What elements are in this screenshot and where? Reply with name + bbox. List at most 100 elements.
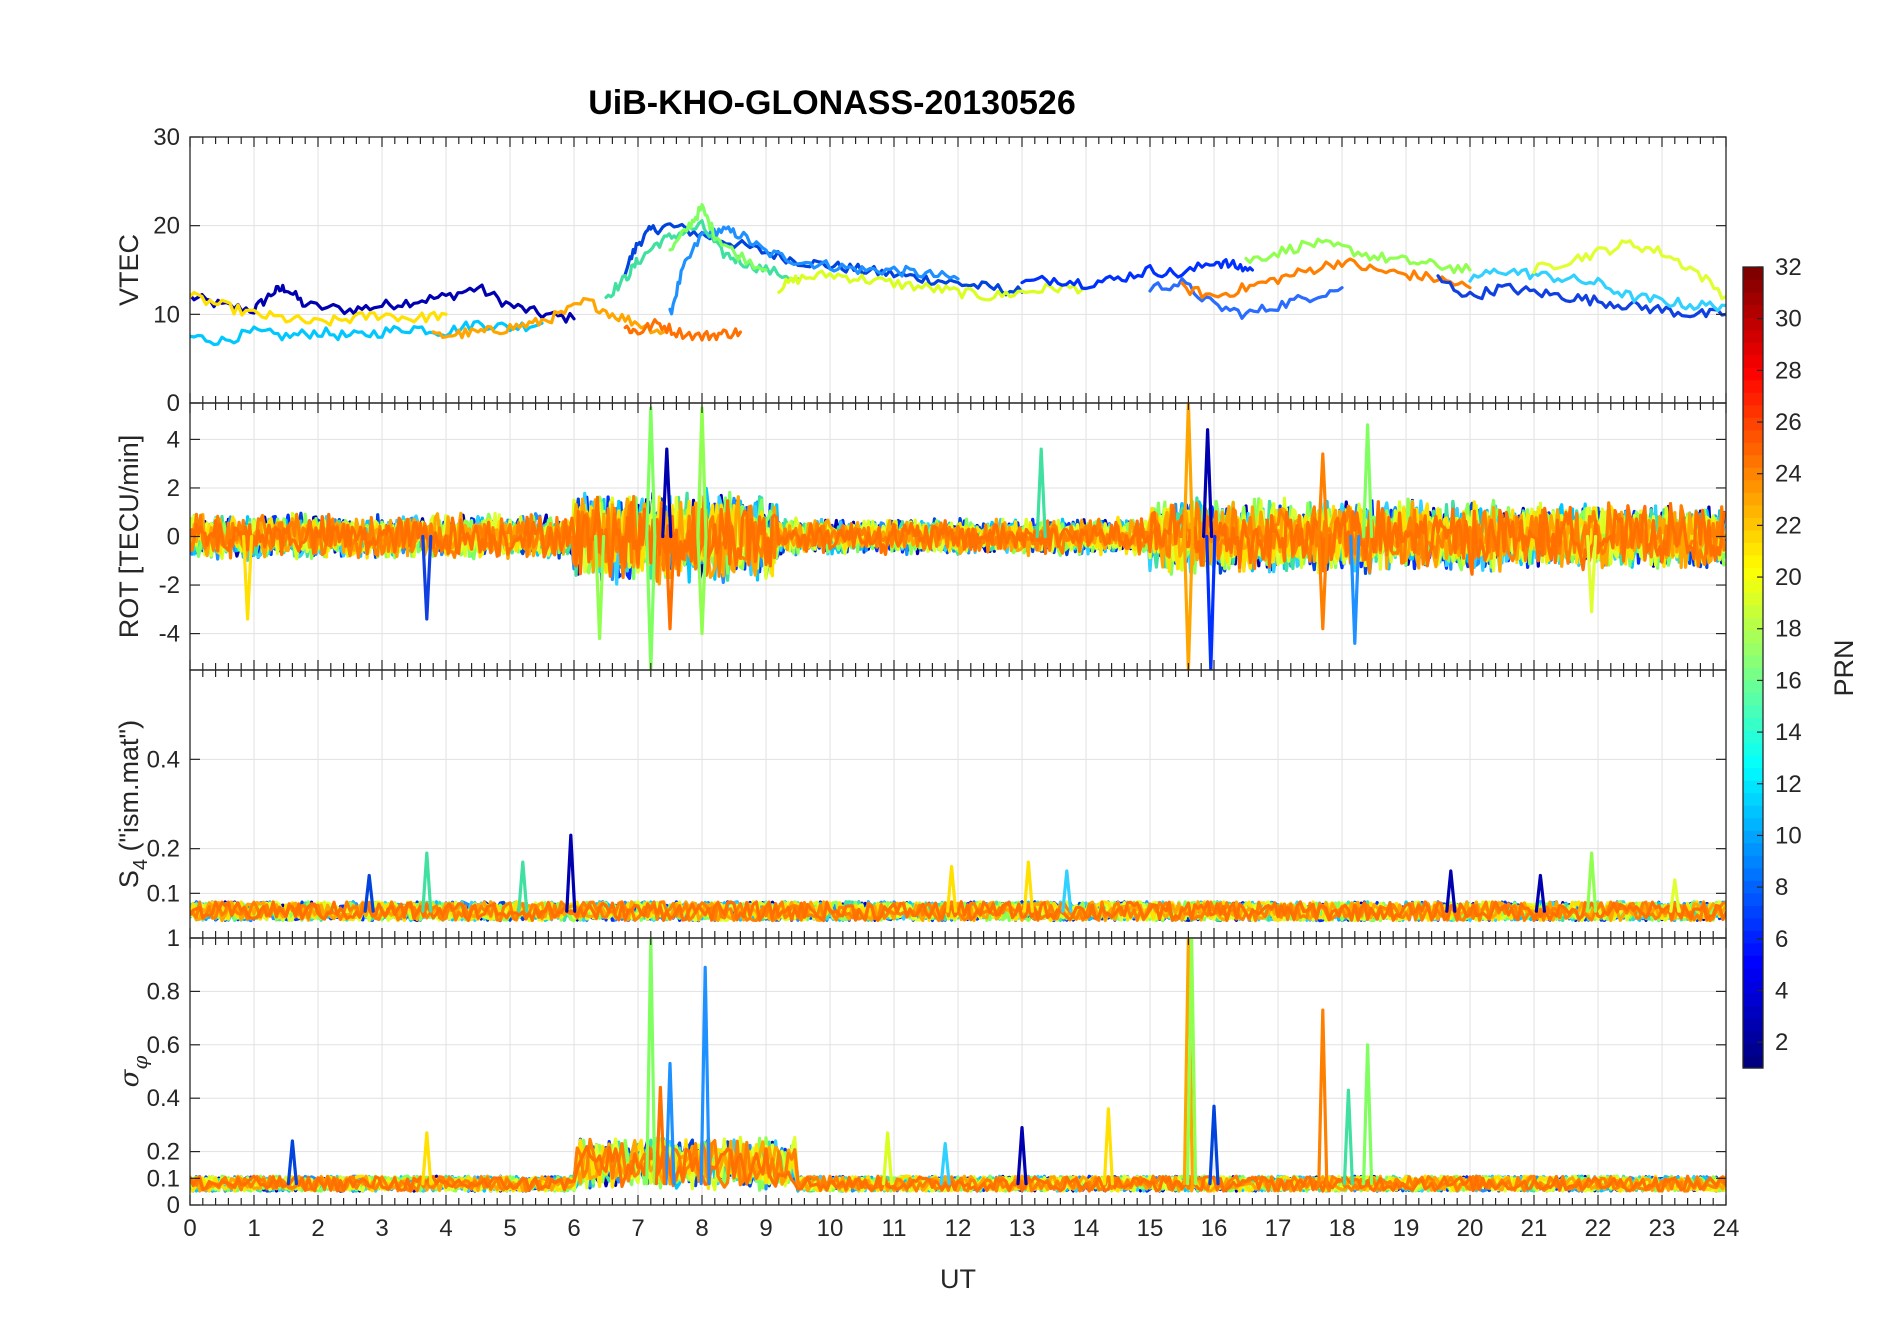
colorbar-segment <box>1743 354 1763 368</box>
panel-rot: -4 -2 0 2 4 ROT [TECU/min] <box>114 402 1727 671</box>
colorbar-segment <box>1743 1005 1763 1019</box>
colorbar-label: PRN <box>1829 639 1859 696</box>
colorbar-tick-label: 10 <box>1775 822 1802 849</box>
colorbar-segment <box>1743 642 1763 656</box>
spike-mark <box>1182 403 1195 539</box>
colorbar-segment <box>1743 905 1763 919</box>
colorbar-segment <box>1743 817 1763 831</box>
series-line <box>190 319 544 347</box>
colorbar-segment <box>1743 892 1763 906</box>
spike-mark <box>664 534 676 631</box>
colorbar-tick-label: 24 <box>1775 461 1802 488</box>
colorbar-segment <box>1743 479 1763 493</box>
colorbar-tick-label: 18 <box>1775 616 1802 643</box>
y-tick-label: 0.8 <box>147 978 180 1005</box>
spike-mark <box>1317 1008 1329 1186</box>
y-tick-label: 0.4 <box>147 1085 180 1112</box>
colorbar-segment <box>1743 304 1763 318</box>
colorbar-tick-label: 2 <box>1775 1029 1788 1056</box>
y-tick-label: 1 <box>167 925 180 952</box>
spike-mark <box>1182 534 1195 670</box>
colorbar-frame <box>1742 266 1764 1069</box>
colorbar-segment <box>1743 467 1763 481</box>
x-tick-label: 7 <box>631 1215 644 1242</box>
x-tick-label: 10 <box>817 1215 844 1242</box>
spike-mark <box>939 1141 951 1186</box>
colorbar-segment <box>1743 504 1763 518</box>
x-tick-label: 19 <box>1393 1215 1420 1242</box>
y-tick-label: 30 <box>153 124 180 151</box>
spike-mark <box>654 1085 667 1186</box>
colorbar-segment <box>1743 1043 1763 1057</box>
spike-mark <box>661 447 673 539</box>
spike-mark <box>664 1061 676 1186</box>
spike-mark <box>1361 423 1374 539</box>
colorbar-segment <box>1743 992 1763 1006</box>
series-line <box>190 290 448 327</box>
colorbar-segment <box>1743 942 1763 956</box>
x-axis: 0 1 2 3 4 5 6 7 8 9 10 11 12 13 14 15 16 17 18 19 20 21 22 23 24 <box>183 1215 1739 1242</box>
colorbar-segment <box>1743 567 1763 581</box>
colorbar-segment <box>1743 317 1763 331</box>
series-line <box>431 297 666 340</box>
spike-mark <box>699 965 711 1186</box>
grid-s4 <box>189 670 1727 938</box>
y-tick-label: -2 <box>159 572 180 599</box>
colorbar-segment <box>1743 442 1763 456</box>
y-tick-label: 0.6 <box>147 1032 180 1059</box>
spike-mark <box>645 938 657 1186</box>
colorbar-segment <box>1743 630 1763 644</box>
colorbar-segment <box>1743 730 1763 744</box>
colorbar-segment <box>1743 617 1763 631</box>
y-tick-label: 0.2 <box>147 836 180 863</box>
colorbar-segment <box>1743 379 1763 393</box>
colorbar-segment <box>1743 692 1763 706</box>
colorbar-tick-label: 26 <box>1775 409 1802 436</box>
spike-mark <box>421 851 433 913</box>
colorbar-segment <box>1743 404 1763 418</box>
spike-mark <box>1349 534 1361 645</box>
colorbar-segment <box>1743 805 1763 819</box>
colorbar-segment <box>1743 930 1763 944</box>
plot-area-sigma_phi <box>190 938 1726 1193</box>
series-line <box>668 203 768 272</box>
spike-mark <box>1534 873 1547 913</box>
colorbar-segment <box>1743 855 1763 869</box>
colorbar-segment <box>1743 792 1763 806</box>
colorbar-tick-label: 32 <box>1775 254 1802 281</box>
x-tick-label: 18 <box>1329 1215 1356 1242</box>
series-line <box>1436 274 1726 319</box>
colorbar-segment <box>1743 1055 1763 1069</box>
x-axis-label: UT <box>940 1264 976 1294</box>
x-tick-label: 8 <box>695 1215 708 1242</box>
colorbar-segment <box>1743 1030 1763 1044</box>
colorbar-tick-label: 16 <box>1775 667 1802 694</box>
spike-mark <box>645 534 657 670</box>
y-tick-label: 0.1 <box>147 880 180 907</box>
y-axis-label-s4: S4 ("ism.mat") <box>114 720 152 888</box>
colorbar-tick-label: 14 <box>1775 719 1802 746</box>
y-tick-label: 0 <box>167 390 180 417</box>
panel-s4: 0.1 0.2 0.4S4 ("ism.mat") <box>114 669 1727 939</box>
series-line <box>777 269 1088 302</box>
y-axis-label-rot: ROT [TECU/min] <box>114 435 144 639</box>
spike-mark <box>517 860 529 913</box>
spike-mark <box>1102 1107 1115 1186</box>
colorbar-segment <box>1743 980 1763 994</box>
spike-mark <box>1445 869 1457 913</box>
panel-vtec: 0 10 20 30 VTEC <box>114 124 1727 417</box>
x-tick-label: 0 <box>183 1215 196 1242</box>
colorbar-segment <box>1743 767 1763 781</box>
colorbar-segment <box>1743 842 1763 856</box>
colorbar-tick-label: 28 <box>1775 357 1802 384</box>
colorbar-segment <box>1743 542 1763 556</box>
spike-mark <box>1016 1125 1028 1186</box>
x-tick-label: 12 <box>945 1215 972 1242</box>
colorbar-segment <box>1743 392 1763 406</box>
colorbar-segment <box>1743 755 1763 769</box>
colorbar-segment <box>1743 279 1763 293</box>
spike-mark <box>1205 534 1217 670</box>
spike-mark <box>1317 452 1329 539</box>
chart-title: UiB-KHO-GLONASS-20130526 <box>588 84 1075 122</box>
